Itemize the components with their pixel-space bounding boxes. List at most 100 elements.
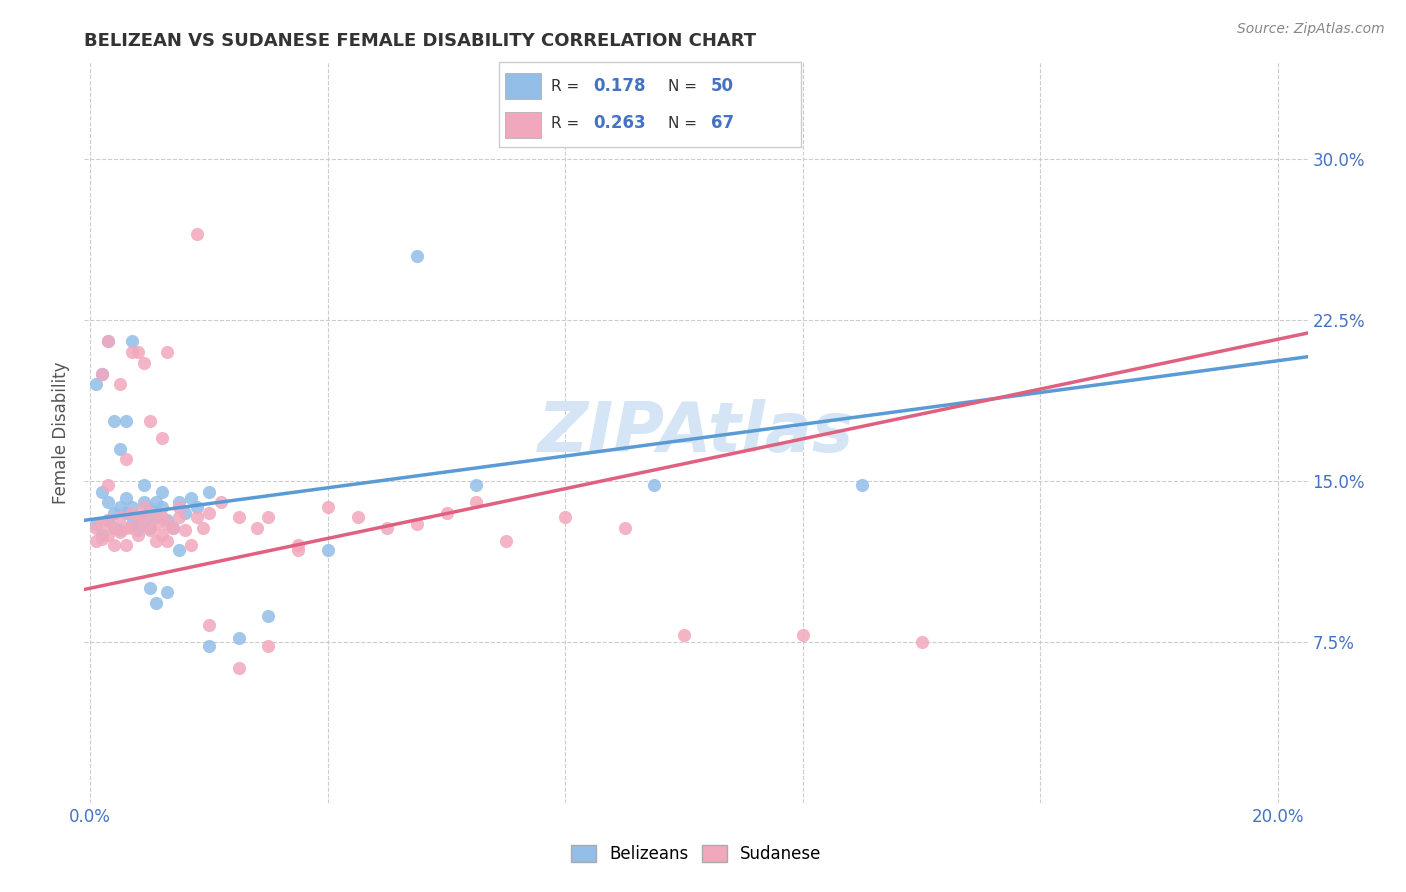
Point	[121, 521, 143, 535]
Point	[103, 414, 125, 428]
Point	[180, 538, 202, 552]
Point	[138, 414, 160, 428]
Point	[316, 542, 339, 557]
Point	[132, 500, 155, 514]
Point	[115, 506, 138, 520]
Point	[127, 510, 149, 524]
Point	[138, 581, 160, 595]
Point	[145, 596, 167, 610]
Point	[97, 512, 120, 526]
Point	[132, 356, 155, 370]
Point	[156, 585, 179, 599]
Point	[346, 510, 368, 524]
Point	[97, 334, 120, 349]
Point	[91, 532, 114, 546]
Point	[198, 484, 221, 499]
Point	[97, 478, 120, 492]
Point	[465, 495, 488, 509]
Point	[287, 542, 309, 557]
Point	[792, 628, 814, 642]
Point	[169, 542, 191, 557]
Text: R =: R =	[551, 116, 583, 131]
Point	[554, 510, 576, 524]
Point	[103, 506, 125, 520]
Text: N =: N =	[668, 78, 702, 94]
Point	[673, 628, 696, 642]
Text: Source: ZipAtlas.com: Source: ZipAtlas.com	[1237, 22, 1385, 37]
Text: BELIZEAN VS SUDANESE FEMALE DISABILITY CORRELATION CHART: BELIZEAN VS SUDANESE FEMALE DISABILITY C…	[84, 32, 756, 50]
Point	[150, 431, 173, 445]
Point	[108, 377, 131, 392]
Point	[150, 500, 173, 514]
Point	[209, 495, 232, 509]
Text: 67: 67	[710, 114, 734, 132]
Point	[228, 660, 250, 674]
Point	[115, 521, 138, 535]
Point	[910, 635, 932, 649]
Text: N =: N =	[668, 116, 702, 131]
Point	[169, 495, 191, 509]
Point	[138, 521, 160, 535]
Point	[316, 500, 339, 514]
Point	[108, 510, 131, 524]
Point	[145, 533, 167, 548]
Point	[91, 367, 114, 381]
Point	[97, 527, 120, 541]
Point	[121, 345, 143, 359]
Point	[103, 521, 125, 535]
Point	[91, 516, 114, 531]
Point	[228, 631, 250, 645]
Point	[97, 495, 120, 509]
Point	[145, 516, 167, 531]
Point	[191, 521, 214, 535]
Text: 50: 50	[710, 78, 734, 95]
Point	[115, 538, 138, 552]
Point	[257, 609, 280, 624]
Point	[132, 516, 155, 531]
Point	[121, 516, 143, 531]
Point	[138, 523, 160, 537]
Point	[103, 538, 125, 552]
Point	[103, 521, 125, 535]
Point	[132, 478, 155, 492]
Point	[287, 538, 309, 552]
Point	[406, 516, 429, 531]
Point	[84, 377, 107, 392]
Point	[127, 523, 149, 537]
Point	[121, 506, 143, 520]
Point	[121, 334, 143, 349]
Point	[132, 495, 155, 509]
Point	[228, 510, 250, 524]
Point	[495, 533, 517, 548]
Point	[108, 525, 131, 540]
Point	[132, 512, 155, 526]
Text: 0.178: 0.178	[593, 78, 645, 95]
Point	[91, 484, 114, 499]
Point	[84, 516, 107, 531]
Point	[162, 521, 184, 535]
Point	[127, 510, 149, 524]
Point	[91, 367, 114, 381]
Point	[108, 523, 131, 537]
Point	[97, 512, 120, 526]
Y-axis label: Female Disability: Female Disability	[52, 361, 70, 504]
Point	[145, 510, 167, 524]
Point	[436, 506, 458, 520]
Point	[169, 500, 191, 514]
Point	[150, 484, 173, 499]
Point	[115, 452, 138, 467]
Text: ZIPAtlas: ZIPAtlas	[538, 399, 853, 467]
Point	[84, 521, 107, 535]
Point	[156, 345, 179, 359]
Point	[245, 521, 267, 535]
Point	[613, 521, 636, 535]
Point	[127, 527, 149, 541]
Point	[84, 533, 107, 548]
Point	[108, 500, 131, 514]
Point	[257, 639, 280, 653]
Point	[406, 249, 429, 263]
Text: R =: R =	[551, 78, 583, 94]
Legend: Belizeans, Sudanese: Belizeans, Sudanese	[564, 838, 828, 870]
Point	[174, 523, 197, 537]
Point	[91, 527, 114, 541]
